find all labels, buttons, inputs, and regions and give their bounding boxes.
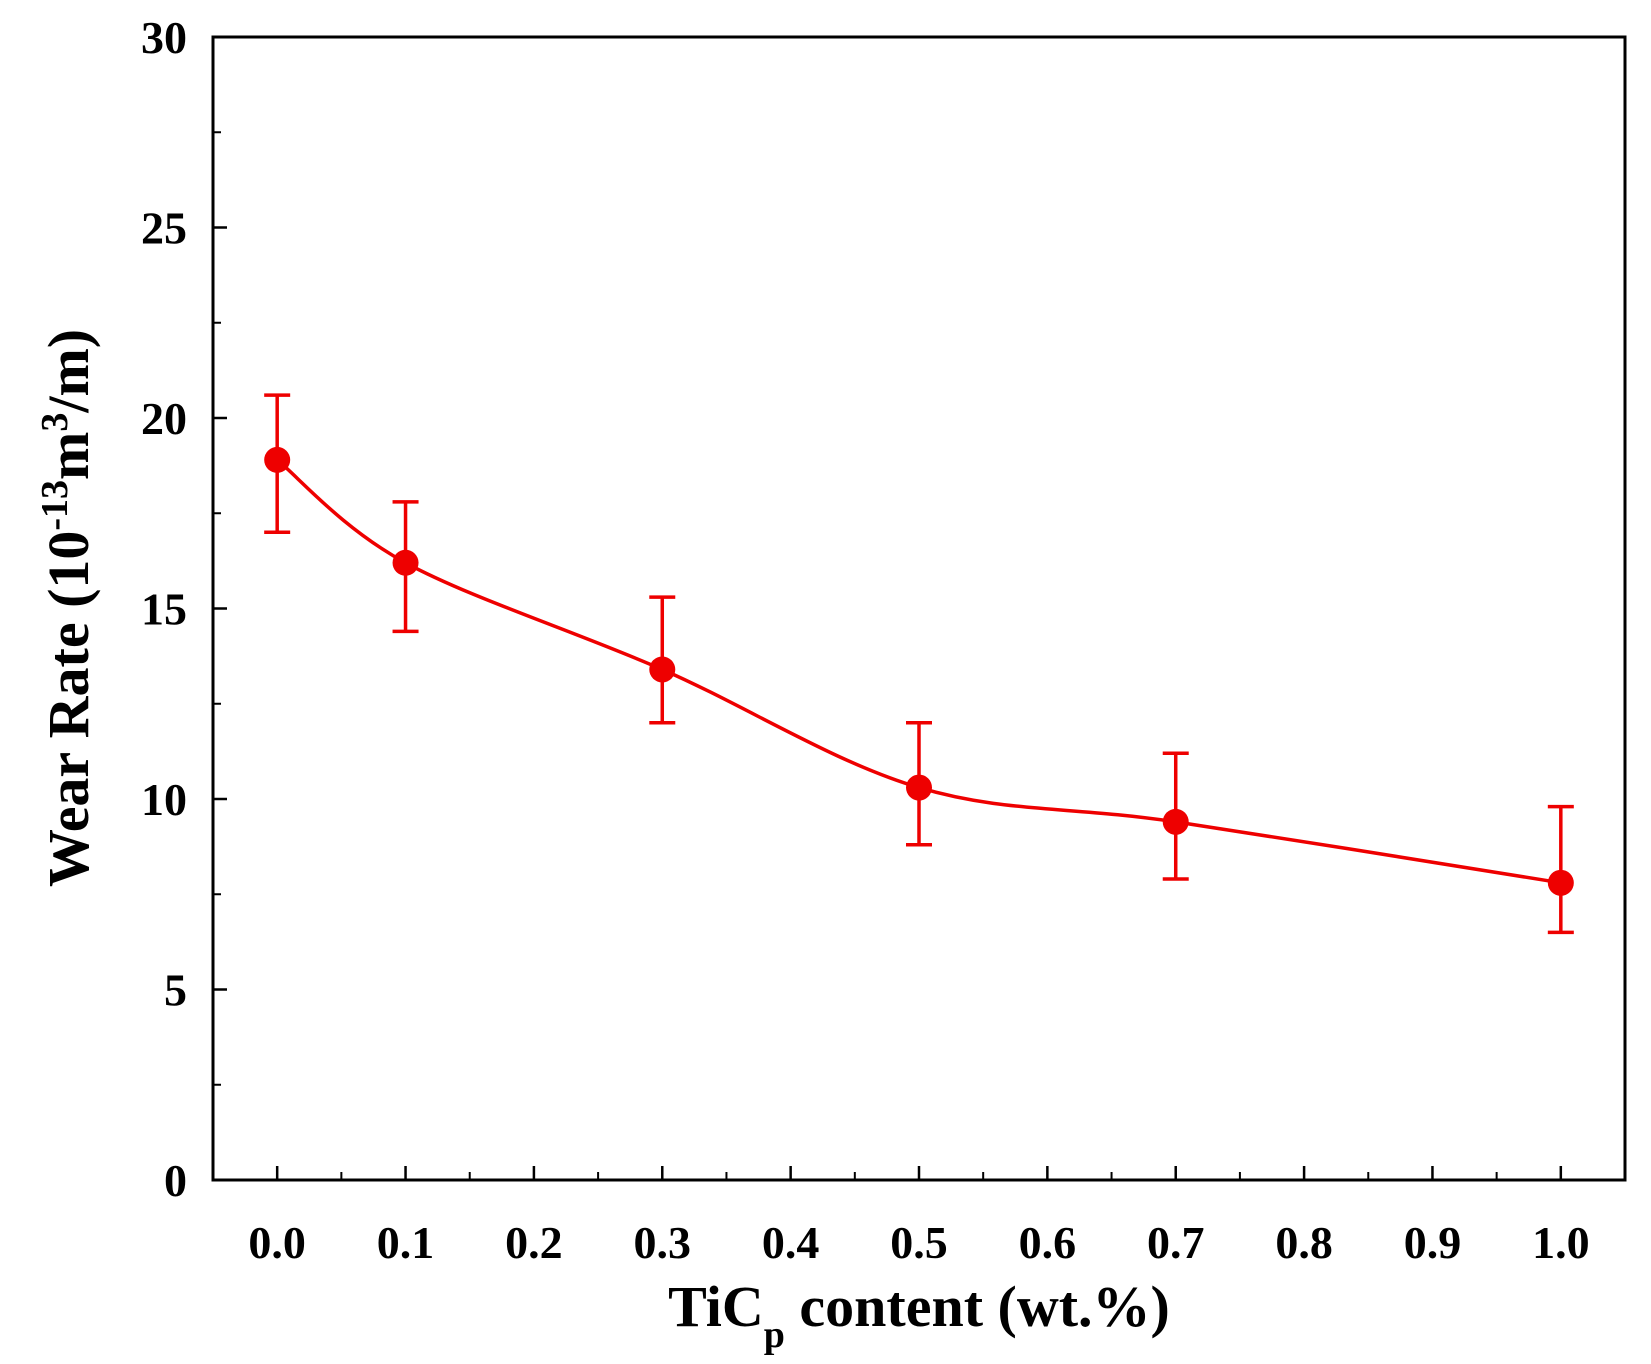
- x-tick-label: 0.3: [634, 1217, 692, 1268]
- x-axis-title: TiCp content (wt.%): [668, 1274, 1170, 1356]
- y-axis-title: Wear Rate (10-13m3/m): [34, 329, 101, 887]
- y-tick-label: 0: [164, 1155, 187, 1206]
- x-tick-label: 1.0: [1532, 1217, 1590, 1268]
- x-axis-title-rest: content (wt.%): [785, 1274, 1170, 1339]
- data-point: [392, 549, 419, 576]
- data-point: [1547, 869, 1574, 896]
- y-axis-title-exp1: -13: [34, 480, 76, 531]
- y-tick-label: 5: [164, 965, 187, 1016]
- x-tick-label: 0.7: [1147, 1217, 1205, 1268]
- x-tick-label: 0.1: [377, 1217, 435, 1268]
- y-axis-title-prefix: Wear Rate (10: [36, 531, 101, 888]
- y-tick-label: 15: [141, 584, 187, 635]
- x-tick-label: 0.0: [248, 1217, 306, 1268]
- y-tick-label: 30: [141, 12, 187, 63]
- x-tick-label: 0.6: [1019, 1217, 1077, 1268]
- data-point: [906, 774, 932, 801]
- y-axis-title-mid: m: [36, 432, 101, 480]
- data-point: [649, 656, 676, 683]
- x-axis-title-main: TiC: [668, 1274, 764, 1339]
- x-tick-label: 0.9: [1404, 1217, 1462, 1268]
- y-axis-title-suffix: /m): [36, 329, 101, 414]
- y-axis-title-exp2: 3: [34, 413, 76, 432]
- y-tick-label: 10: [141, 774, 187, 825]
- x-tick-label: 0.5: [890, 1217, 948, 1268]
- data-point: [1162, 808, 1189, 835]
- x-tick-label: 0.8: [1275, 1217, 1333, 1268]
- x-axis-title-subscript: p: [764, 1314, 785, 1356]
- y-tick-label: 20: [141, 393, 187, 444]
- x-tick-label: 0.4: [762, 1217, 820, 1268]
- y-tick-label: 25: [141, 203, 187, 254]
- plot-frame: [211, 35, 1627, 1182]
- x-tick-label: 0.2: [505, 1217, 563, 1268]
- data-point: [264, 446, 291, 473]
